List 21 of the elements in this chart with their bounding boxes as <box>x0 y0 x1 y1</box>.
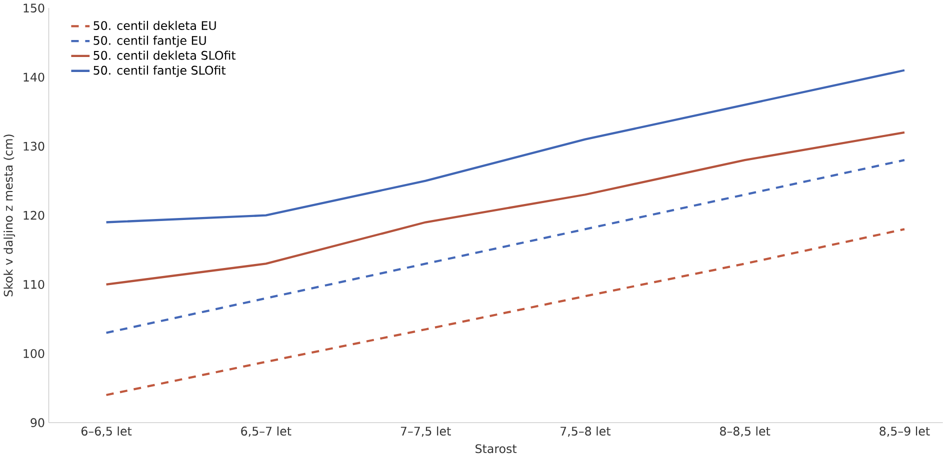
y-tick-label: 150 <box>24 4 44 13</box>
x-axis-title: Starost <box>476 444 517 454</box>
x-tick-label: 8,5–9 let <box>880 426 930 437</box>
y-tick-label: 120 <box>24 211 44 220</box>
legend-label: 50. centil fantje SLOfit <box>94 66 226 78</box>
y-tick-label: 140 <box>24 72 44 82</box>
legend-label: 50. centil fantje EU <box>94 36 206 48</box>
y-tick-label: 100 <box>24 349 44 358</box>
x-tick-label: 8–8,5 let <box>720 426 770 437</box>
line-series <box>105 228 906 396</box>
legend-label: 50. centil dekleta SLOfit <box>94 50 236 60</box>
x-tick-label: 6–6,5 let <box>81 426 132 437</box>
legend-label: 50. centil dekleta EU <box>94 20 216 30</box>
x-tick-label: 7–7,5 let <box>400 426 451 437</box>
y-tick-label: 130 <box>24 142 44 151</box>
line-series <box>105 131 906 286</box>
y-axis-title: Skok v daljino z mesta (cm) <box>4 134 16 296</box>
y-tick-label: 110 <box>24 280 44 290</box>
x-tick-label: 7,5–8 let <box>560 426 611 437</box>
x-tick-label: 6,5–7 let <box>241 426 292 437</box>
y-tick-label: 90 <box>30 418 44 428</box>
